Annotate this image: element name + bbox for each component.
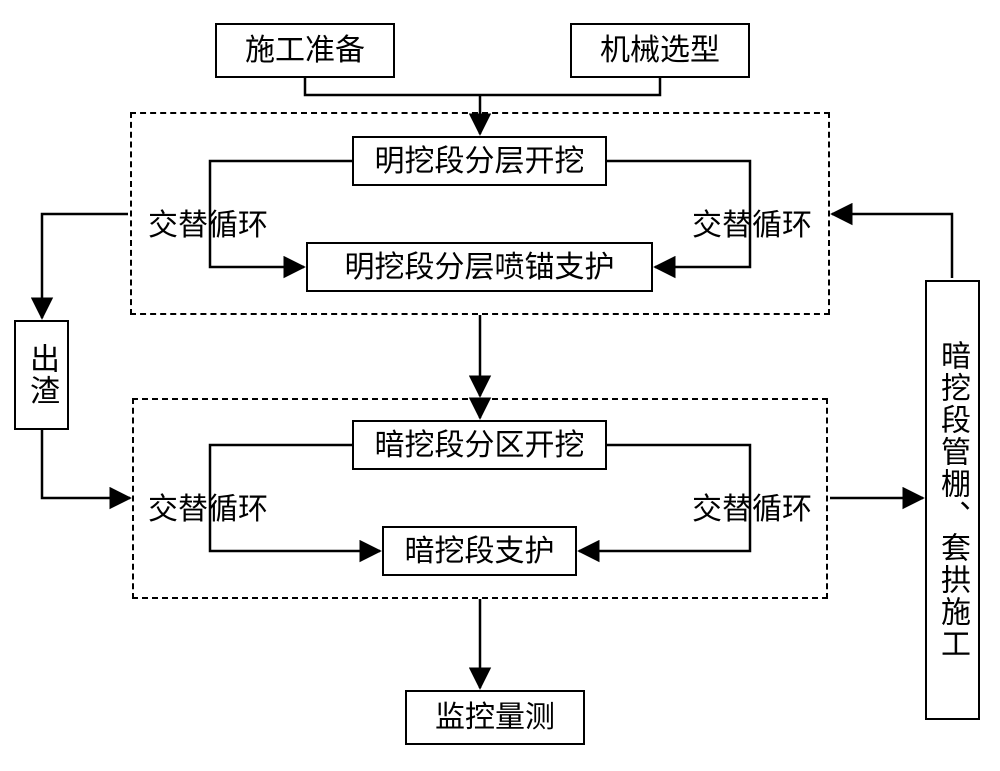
label-text: 交替循环 — [692, 209, 812, 242]
node-label: 出渣 — [25, 343, 58, 407]
node-underground-excavate: 暗挖段分区开挖 — [352, 420, 607, 470]
node-machine-select: 机械选型 — [570, 23, 750, 78]
flowchart-canvas: 施工准备 机械选型 明挖段分层开挖 明挖段分层喷锚支护 暗挖段分区开挖 暗挖段支… — [0, 0, 1000, 771]
node-opencut-support: 明挖段分层喷锚支护 — [306, 242, 653, 292]
cycle-label: 交替循环 — [148, 200, 268, 244]
label-text: 交替循环 — [148, 209, 268, 242]
node-label: 明挖段分层开挖 — [375, 145, 585, 178]
node-label: 暗挖段分区开挖 — [375, 429, 585, 462]
node-prep: 施工准备 — [215, 23, 395, 78]
node-label: 机械选型 — [600, 34, 720, 67]
node-label: 施工准备 — [245, 34, 365, 67]
cycle-label: 交替循环 — [692, 484, 812, 528]
cycle-label: 交替循环 — [148, 484, 268, 528]
label-text: 交替循环 — [692, 493, 812, 526]
node-monitor: 监控量测 — [405, 690, 585, 745]
cycle-label: 交替循环 — [692, 200, 812, 244]
node-underground-support: 暗挖段支护 — [382, 526, 577, 576]
label-text: 交替循环 — [148, 493, 268, 526]
node-pipe-shed: 暗挖段管棚、套拱施工 — [925, 280, 980, 720]
node-label: 明挖段分层喷锚支护 — [345, 251, 615, 284]
node-opencut-excavate: 明挖段分层开挖 — [352, 136, 607, 186]
node-label: 暗挖段支护 — [405, 535, 555, 568]
node-label: 暗挖段管棚、套拱施工 — [936, 340, 969, 660]
node-muck-out: 出渣 — [14, 320, 69, 430]
node-label: 监控量测 — [435, 701, 555, 734]
